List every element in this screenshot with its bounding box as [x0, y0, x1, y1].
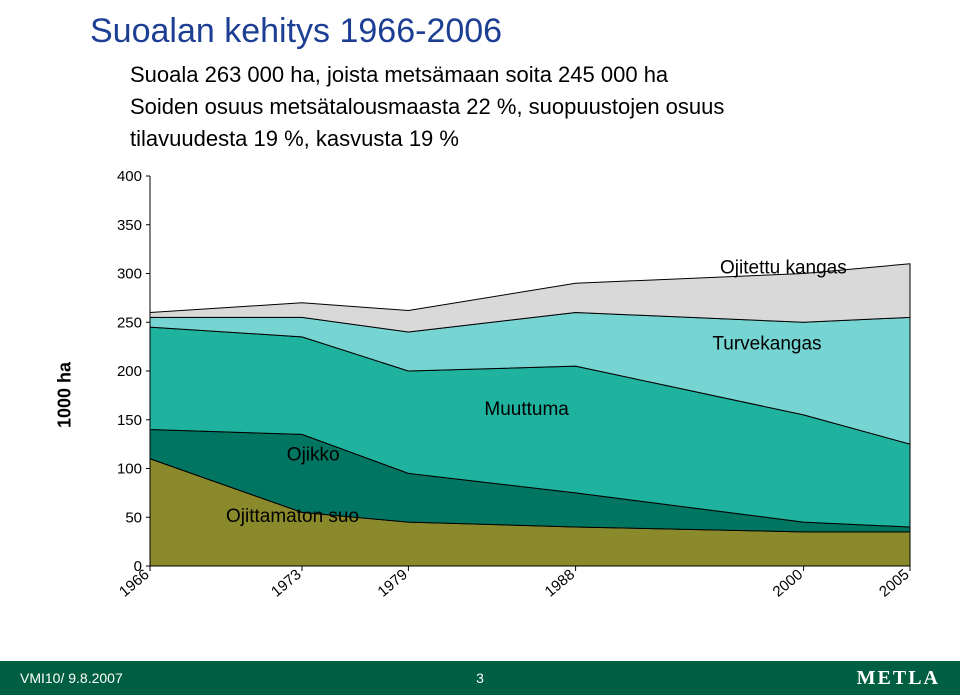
footer-logo-text: METLA	[857, 667, 940, 690]
footer-left-text: VMI10/ 9.8.2007	[20, 670, 123, 686]
svg-text:100: 100	[117, 461, 142, 478]
page-title: Suoalan kehitys 1966-2006	[90, 12, 502, 51]
svg-text:400: 400	[117, 170, 142, 185]
subtitle-line-1: Suoala 263 000 ha, joista metsämaan soit…	[130, 62, 668, 88]
footer-bar: VMI10/ 9.8.2007 3 METLA	[0, 661, 960, 695]
svg-text:300: 300	[117, 266, 142, 283]
series-label: Ojikko	[287, 445, 340, 466]
svg-text:2000: 2000	[770, 566, 806, 600]
series-label: Turvekangas	[712, 334, 821, 355]
svg-text:1988: 1988	[542, 566, 578, 600]
svg-text:150: 150	[117, 412, 142, 429]
y-axis-label: 1000 ha	[55, 362, 76, 428]
svg-text:1966: 1966	[116, 566, 152, 600]
svg-text:50: 50	[125, 509, 142, 526]
svg-text:1973: 1973	[268, 566, 304, 600]
svg-text:250: 250	[117, 314, 142, 331]
svg-text:1979: 1979	[374, 566, 410, 600]
chart-container: 1000 ha 05010015020025030035040019661973…	[60, 170, 910, 620]
svg-text:200: 200	[117, 363, 142, 380]
series-label: Muuttuma	[484, 399, 569, 420]
series-label: Ojitettu kangas	[720, 258, 847, 279]
svg-text:2005: 2005	[876, 566, 912, 600]
svg-text:350: 350	[117, 217, 142, 234]
series-label: Ojittamaton suo	[226, 506, 359, 527]
subtitle-line-3: tilavuudesta 19 %, kasvusta 19 %	[130, 126, 459, 152]
footer-page-number: 3	[476, 670, 484, 686]
subtitle-line-2: Soiden osuus metsätalousmaasta 22 %, suo…	[130, 94, 724, 120]
stacked-area-chart: 0501001502002503003504001966197319791988…	[100, 170, 920, 616]
